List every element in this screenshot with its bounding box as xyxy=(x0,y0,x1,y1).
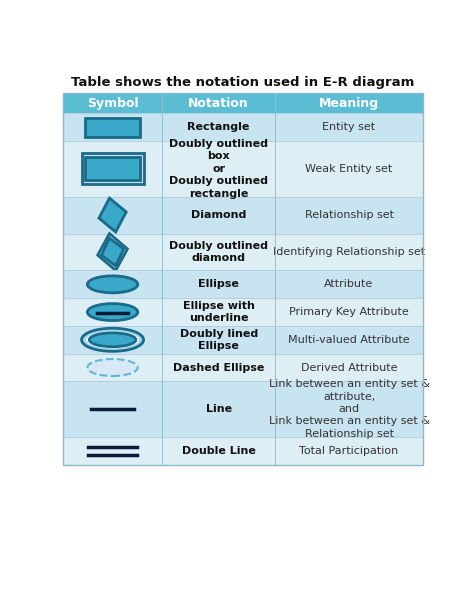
Text: Weak Entity set: Weak Entity set xyxy=(305,164,392,174)
Bar xyxy=(275,298,423,326)
Bar xyxy=(162,354,275,381)
Text: Doubly lined
Ellipse: Doubly lined Ellipse xyxy=(180,329,258,351)
Text: Double Line: Double Line xyxy=(182,446,255,456)
Text: Rectangle: Rectangle xyxy=(187,122,250,132)
Text: Derived Attribute: Derived Attribute xyxy=(301,362,397,373)
Bar xyxy=(275,354,423,381)
Text: Notation: Notation xyxy=(188,97,249,110)
Ellipse shape xyxy=(86,332,139,348)
Text: Ellipse with
underline: Ellipse with underline xyxy=(182,301,255,323)
Text: Total Participation: Total Participation xyxy=(300,446,399,456)
Bar xyxy=(82,154,144,185)
Text: Dashed Ellipse: Dashed Ellipse xyxy=(173,362,264,373)
Text: Doubly outlined
diamond: Doubly outlined diamond xyxy=(169,241,268,263)
Bar xyxy=(85,118,140,137)
Bar xyxy=(275,437,423,465)
Bar xyxy=(162,437,275,465)
Bar xyxy=(63,270,162,298)
Ellipse shape xyxy=(89,333,136,347)
Text: Table shows the notation used in E-R diagram: Table shows the notation used in E-R dia… xyxy=(71,76,415,90)
Ellipse shape xyxy=(87,359,138,376)
Bar xyxy=(162,326,275,354)
Bar xyxy=(275,93,423,113)
Bar xyxy=(275,326,423,354)
Ellipse shape xyxy=(87,276,138,293)
Bar xyxy=(63,141,162,197)
Bar xyxy=(63,93,423,465)
Text: Entity set: Entity set xyxy=(322,122,375,132)
Bar xyxy=(275,381,423,437)
Bar xyxy=(162,113,275,141)
Bar xyxy=(63,326,162,354)
Bar xyxy=(162,197,275,234)
Text: Multi-valued Attribute: Multi-valued Attribute xyxy=(288,335,410,345)
Text: Identifying Relationship set: Identifying Relationship set xyxy=(273,247,425,257)
Text: Relationship set: Relationship set xyxy=(304,210,393,220)
Bar xyxy=(63,354,162,381)
Bar xyxy=(63,437,162,465)
Bar xyxy=(275,270,423,298)
Bar xyxy=(63,381,162,437)
Text: Symbol: Symbol xyxy=(87,97,138,110)
Text: Ellipse: Ellipse xyxy=(198,280,239,289)
Text: Doubly outlined
box
or
Doubly outlined
rectangle: Doubly outlined box or Doubly outlined r… xyxy=(169,139,268,198)
Text: Meaning: Meaning xyxy=(319,97,379,110)
Text: Link between an entity set &
attribute,
and
Link between an entity set &
Relatio: Link between an entity set & attribute, … xyxy=(268,379,429,439)
Bar xyxy=(63,234,162,270)
Polygon shape xyxy=(99,198,126,232)
Bar xyxy=(275,141,423,197)
Bar xyxy=(63,298,162,326)
Text: Primary Key Attribute: Primary Key Attribute xyxy=(289,307,409,317)
Bar xyxy=(162,141,275,197)
Bar xyxy=(275,197,423,234)
Bar xyxy=(63,93,162,113)
Text: Line: Line xyxy=(206,404,232,414)
Bar xyxy=(162,298,275,326)
Bar xyxy=(63,197,162,234)
Ellipse shape xyxy=(82,329,144,352)
Bar xyxy=(162,93,275,113)
Text: Diamond: Diamond xyxy=(191,210,246,220)
Bar xyxy=(275,234,423,270)
Text: Attribute: Attribute xyxy=(324,280,374,289)
Polygon shape xyxy=(98,234,128,270)
Polygon shape xyxy=(101,238,124,266)
Bar xyxy=(63,113,162,141)
Ellipse shape xyxy=(87,304,138,321)
Bar xyxy=(85,157,140,180)
Bar xyxy=(162,270,275,298)
Bar xyxy=(162,381,275,437)
Bar xyxy=(275,113,423,141)
Bar xyxy=(162,234,275,270)
